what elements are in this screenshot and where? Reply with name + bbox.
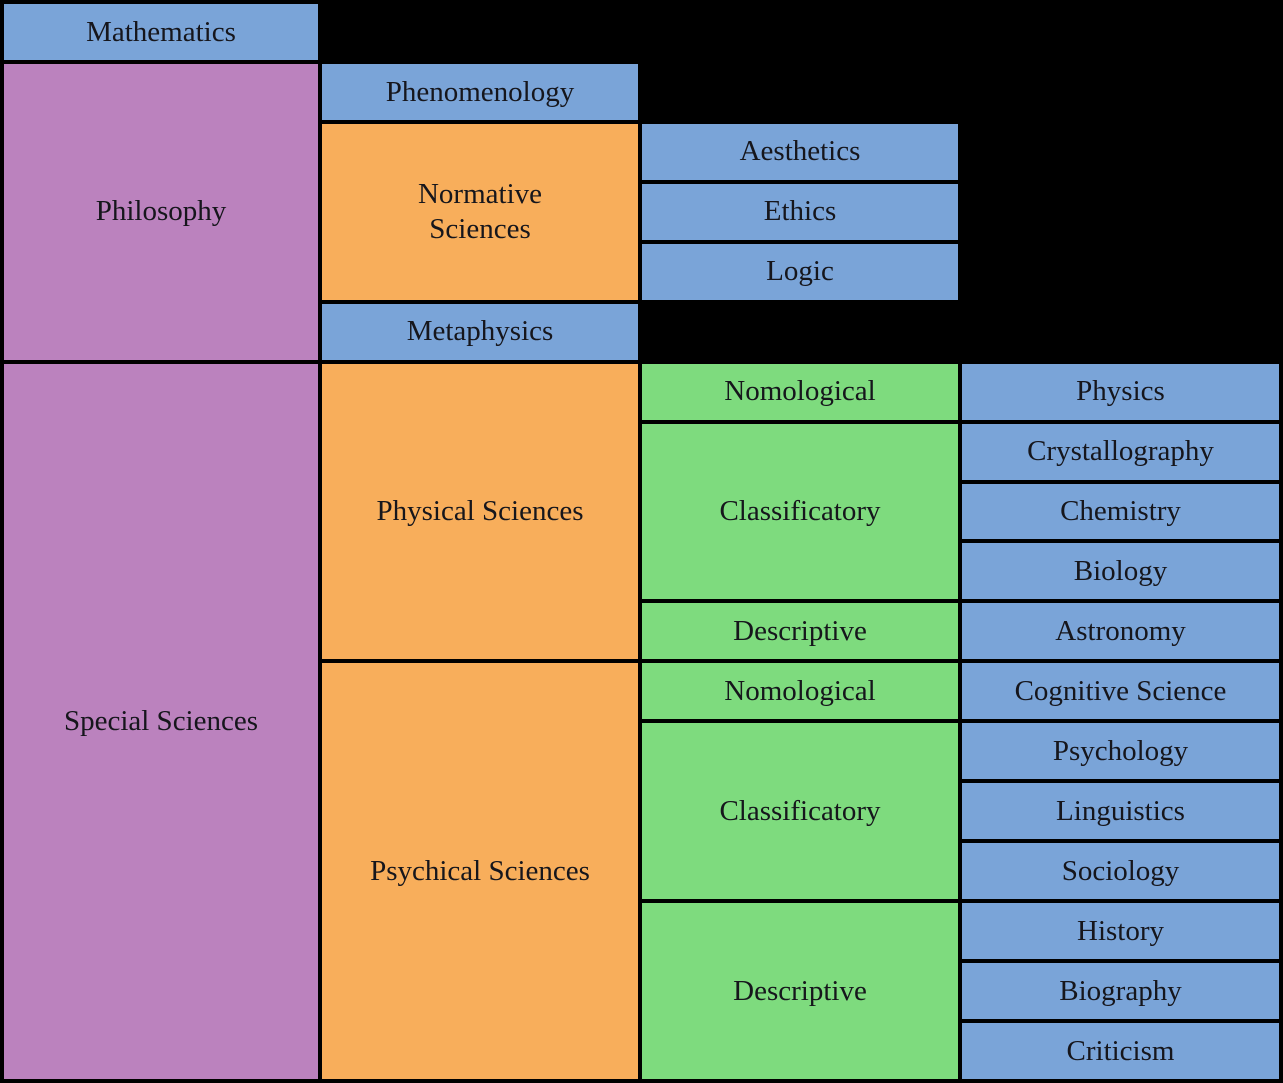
node-physical-descriptive: Descriptive (640, 601, 960, 662)
node-psychical-classificatory: Classificatory (640, 721, 960, 902)
node-normative-sciences: Normative Sciences (320, 121, 640, 302)
node-psychical-descriptive: Descriptive (640, 901, 960, 1081)
node-psychical-classificatory-label: Classificatory (719, 794, 881, 827)
node-metaphysics-label: Metaphysics (406, 315, 554, 348)
node-ethics-label: Ethics (763, 195, 837, 228)
node-physics-label: Physics (1076, 375, 1165, 408)
node-psychical-sciences-label: Psychical Sciences (370, 854, 590, 887)
node-psychical-sciences: Psychical Sciences (320, 661, 640, 1081)
node-linguistics-label: Linguistics (1056, 794, 1185, 827)
node-psychical-descriptive-label: Descriptive (733, 974, 867, 1007)
node-logic: Logic (640, 241, 960, 302)
node-cognitive-science: Cognitive Science (960, 661, 1281, 722)
node-physical-nomological-label: Nomological (724, 375, 876, 408)
node-chemistry-label: Chemistry (1060, 495, 1181, 528)
node-special-sciences: Special Sciences (2, 361, 320, 1081)
node-physical-nomological: Nomological (640, 361, 960, 422)
node-history: History (960, 901, 1281, 962)
node-philosophy: Philosophy (2, 61, 320, 362)
node-physical-sciences-label: Physical Sciences (376, 495, 584, 528)
node-sociology: Sociology (960, 841, 1281, 902)
node-crystallography: Crystallography (960, 421, 1281, 482)
node-physical-classificatory: Classificatory (640, 421, 960, 602)
node-biography: Biography (960, 961, 1281, 1022)
node-psychical-nomological-label: Nomological (724, 674, 876, 707)
node-crystallography-label: Crystallography (1027, 435, 1214, 468)
node-ethics: Ethics (640, 181, 960, 242)
node-physics: Physics (960, 361, 1281, 422)
node-astronomy: Astronomy (960, 601, 1281, 662)
node-criticism-label: Criticism (1066, 1034, 1175, 1067)
node-phenomenology-label: Phenomenology (385, 75, 575, 108)
node-aesthetics: Aesthetics (640, 121, 960, 182)
node-mathematics: Mathematics (2, 2, 320, 62)
node-chemistry: Chemistry (960, 481, 1281, 542)
node-phenomenology: Phenomenology (320, 61, 640, 122)
node-history-label: History (1077, 914, 1164, 947)
node-cognitive-science-label: Cognitive Science (1014, 674, 1227, 707)
node-biology: Biology (960, 541, 1281, 602)
node-psychical-nomological: Nomological (640, 661, 960, 722)
node-philosophy-label: Philosophy (95, 195, 227, 228)
node-physical-sciences: Physical Sciences (320, 361, 640, 662)
node-psychology-label: Psychology (1052, 734, 1189, 767)
node-psychology: Psychology (960, 721, 1281, 782)
node-special-sciences-label: Special Sciences (63, 704, 259, 737)
node-aesthetics-label: Aesthetics (739, 135, 861, 168)
node-physical-descriptive-label: Descriptive (733, 615, 867, 647)
node-metaphysics: Metaphysics (320, 301, 640, 362)
node-mathematics-label: Mathematics (86, 15, 236, 48)
node-linguistics: Linguistics (960, 781, 1281, 842)
node-astronomy-label: Astronomy (1055, 615, 1186, 647)
node-criticism: Criticism (960, 1021, 1281, 1081)
node-biography-label: Biography (1059, 974, 1182, 1007)
node-logic-label: Logic (766, 255, 834, 288)
node-normative-sciences-label: Normative Sciences (417, 178, 542, 245)
node-sociology-label: Sociology (1061, 854, 1180, 887)
node-biology-label: Biology (1073, 555, 1168, 588)
node-physical-classificatory-label: Classificatory (719, 495, 881, 528)
